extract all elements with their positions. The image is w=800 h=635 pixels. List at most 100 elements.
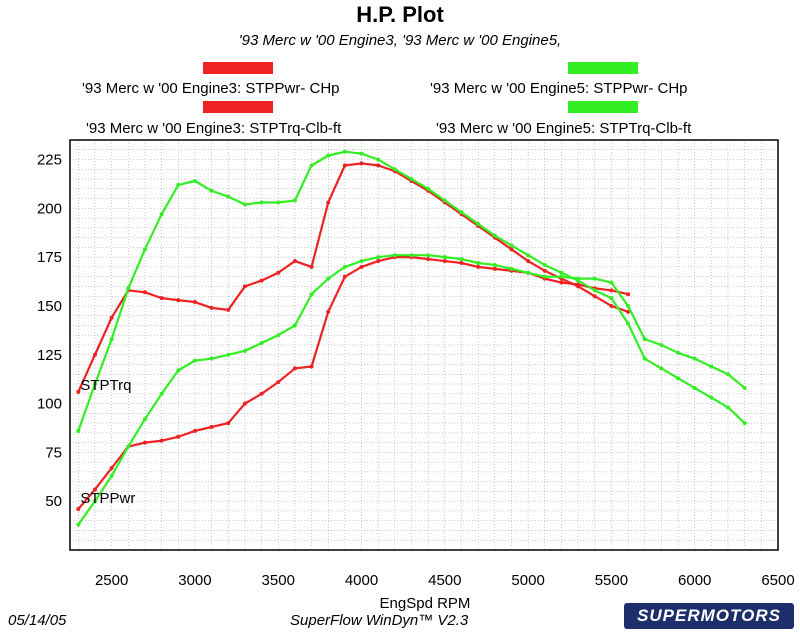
data-point (492, 266, 497, 271)
data-point (609, 296, 614, 301)
annotations: STPTrq STPPwr (80, 377, 135, 507)
data-point (592, 276, 597, 281)
data-point (326, 276, 331, 281)
data-point (126, 286, 131, 291)
data-point (342, 274, 347, 279)
series-line (77, 256, 629, 510)
data-point (692, 356, 697, 361)
data-point (376, 259, 381, 264)
data-point (292, 198, 297, 203)
data-point (176, 434, 181, 439)
data-point (526, 259, 531, 264)
data-point (226, 194, 231, 199)
data-point (442, 198, 447, 203)
data-point (426, 257, 431, 262)
data-point (292, 259, 297, 264)
data-point (92, 382, 97, 387)
data-point (526, 253, 531, 258)
data-point (609, 303, 614, 308)
data-point (309, 163, 314, 168)
data-point (192, 179, 197, 183)
y-tick-label: 150 (37, 298, 62, 315)
legend-swatch-engine3-pwr (203, 62, 273, 74)
y-tick-label: 175 (37, 249, 62, 266)
data-point (359, 161, 364, 166)
data-point (476, 221, 481, 226)
data-point (676, 350, 681, 355)
data-point (376, 255, 381, 260)
series-line (77, 162, 629, 393)
x-tick-label: 4000 (345, 572, 378, 589)
data-point (442, 255, 447, 260)
data-point (109, 473, 114, 478)
data-point (559, 280, 564, 285)
data-point (276, 200, 281, 205)
legend-engine3-pwr: '93 Merc w '00 Engine3: STPPwr- CHp (82, 80, 340, 97)
y-tick-label: 200 (37, 200, 62, 217)
data-point (242, 401, 247, 406)
series-annotation: STPPwr (80, 490, 135, 507)
series-layer (76, 149, 747, 527)
series-2 (76, 149, 747, 433)
legend-engine5-trq: '93 Merc w '00 Engine5: STPTrq-Clb-ft (436, 120, 692, 137)
data-point (626, 303, 631, 308)
data-point (342, 264, 347, 269)
data-point (359, 259, 364, 264)
data-point (626, 292, 631, 297)
y-tick-label: 100 (37, 396, 62, 413)
data-point (159, 296, 164, 301)
data-point (159, 391, 164, 396)
data-point (442, 259, 447, 264)
watermark-logo: SUPERMOTORS (624, 603, 794, 629)
data-point (76, 522, 81, 527)
x-tick-label: 4500 (428, 572, 461, 589)
data-point (276, 380, 281, 385)
data-point (542, 268, 547, 273)
y-tick-label: 75 (45, 444, 62, 461)
y-tick-label: 225 (37, 152, 62, 169)
data-point (576, 282, 581, 287)
data-point (392, 253, 397, 258)
data-point (309, 364, 314, 369)
data-point (259, 341, 264, 346)
data-point (392, 167, 397, 172)
data-point (326, 200, 331, 205)
data-point (576, 276, 581, 281)
data-point (76, 428, 81, 433)
data-point (309, 264, 314, 269)
x-tick-label: 3000 (178, 572, 211, 589)
data-point (409, 177, 414, 182)
data-point (142, 417, 147, 422)
legend-swatch-engine3-trq (203, 101, 273, 113)
data-point (159, 212, 164, 217)
series-annotation: STPTrq (80, 377, 131, 394)
data-point (92, 352, 97, 357)
chart-subtitle: '93 Merc w '00 Engine3, '93 Merc w '00 E… (238, 32, 562, 49)
data-point (509, 266, 514, 271)
data-point (559, 270, 564, 275)
legend-engine5-pwr: '93 Merc w '00 Engine5: STPPwr- CHp (430, 80, 688, 97)
data-point (292, 366, 297, 371)
data-point (376, 163, 381, 168)
data-point (692, 385, 697, 390)
data-point (609, 288, 614, 293)
data-point (209, 356, 214, 361)
data-point (259, 391, 264, 396)
data-point (476, 261, 481, 265)
data-point (726, 372, 731, 377)
x-tick-label: 6000 (678, 572, 711, 589)
data-point (459, 261, 464, 265)
data-point (209, 188, 214, 193)
footer-software: SuperFlow WinDyn™ V2.3 (290, 612, 469, 629)
plot-frame (69, 139, 779, 551)
data-point (159, 438, 164, 443)
data-point (209, 425, 214, 429)
data-point (509, 247, 514, 252)
data-point (326, 153, 331, 158)
data-point (426, 186, 431, 191)
data-point (142, 247, 147, 252)
data-point (76, 507, 81, 511)
data-point (359, 151, 364, 156)
data-point (76, 389, 81, 394)
data-point (92, 499, 97, 504)
